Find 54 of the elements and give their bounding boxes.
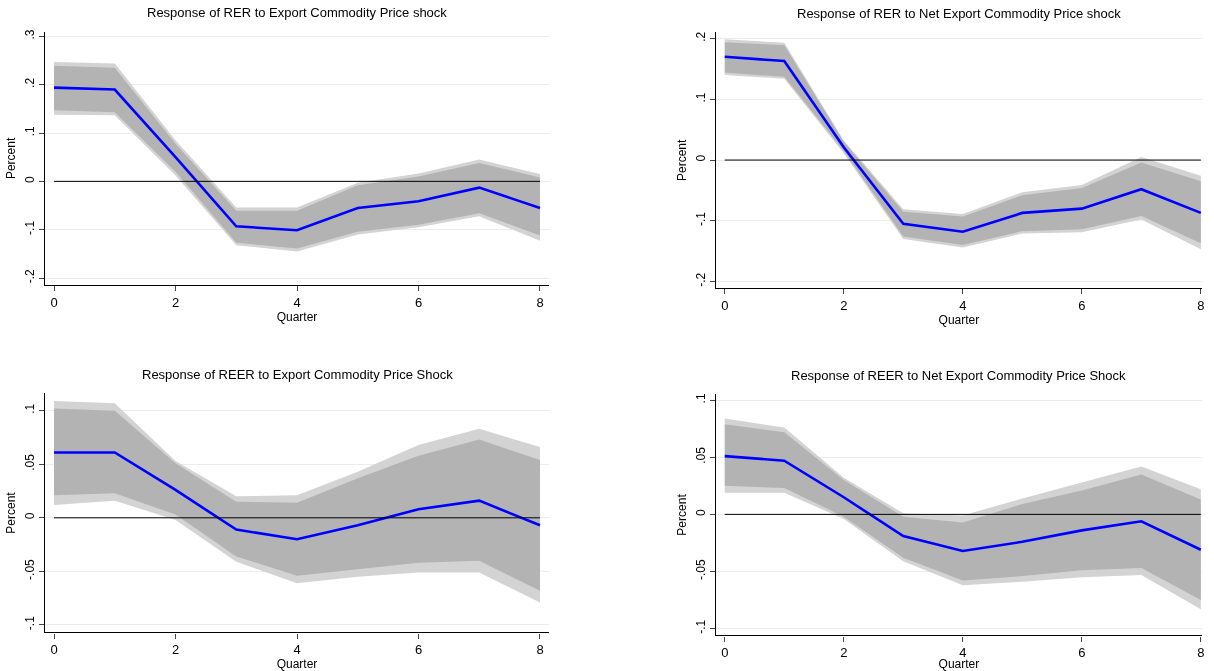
x-axis-title: Quarter [276,657,318,671]
y-tick-label: 0 [23,175,38,183]
x-tick-label: 2 [171,642,180,658]
y-tick-label: -.2 [23,268,38,284]
y-tick-label: .05 [693,446,708,464]
y-tick-label: .1 [23,403,38,414]
y-tick-label: -.05 [23,558,38,580]
y-tick-label: .2 [23,77,38,88]
y-tick-label: -.1 [23,615,38,631]
chart-title: Response of RER to Net Export Commodity Price shock [797,6,1122,21]
x-tick-label: 6 [1078,645,1086,661]
x-tick-label: 6 [1078,297,1086,313]
x-tick-label: 4 [293,294,301,310]
y-tick-label: .1 [693,92,708,103]
y-tick-label: -.05 [693,559,708,581]
x-tick-label: 2 [840,645,848,661]
x-tick-label: 0 [721,297,729,313]
y-axis-title: Percent [4,137,19,180]
y-tick-label: -.2 [693,272,708,287]
y-tick-label: -.1 [23,220,38,235]
line-series [52,451,542,541]
y-tick-label: -.1 [693,619,708,634]
x-tick-label: 8 [1197,645,1205,661]
x-tick-label: 2 [840,297,848,313]
x-tick-label: 8 [1197,297,1205,313]
line-series [723,454,1203,553]
line-series [52,86,542,232]
y-axis-title: Percent [4,491,19,534]
x-tick-label: 8 [536,294,544,310]
y-tick-label: .05 [23,453,38,471]
y-tick-label: .1 [693,393,708,404]
x-axis-title: Quarter [276,309,318,324]
x-tick-label: 0 [721,645,729,661]
x-axis-title: Quarter [938,312,980,327]
y-tick-label: -.1 [693,211,708,227]
x-tick-label: 2 [171,294,180,310]
x-tick-label: 6 [414,642,423,658]
chart-title: Response of RER to Export Commodity Price shock [147,5,448,20]
x-tick-label: 0 [50,642,58,658]
y-axis-title: Percent [675,139,690,182]
y-tick-label: 0 [693,154,708,162]
y-tick-label: .2 [693,31,708,42]
y-axis-title: Percent [675,493,690,536]
x-tick-label: 4 [293,642,301,658]
y-tick-label: .3 [23,29,38,40]
chart-title: Response of REER to Net Export Commodity Price Shock [791,368,1127,383]
y-tick-label: 0 [23,512,38,520]
y-tick-label: 0 [693,508,708,516]
chart-title: Response of REER to Export Commodity Price Shock [142,367,454,382]
x-tick-label: 8 [536,642,544,658]
y-tick-label: .1 [23,125,38,137]
x-tick-label: 4 [959,297,967,313]
x-tick-label: 6 [414,294,423,310]
x-tick-label: 0 [50,294,58,310]
